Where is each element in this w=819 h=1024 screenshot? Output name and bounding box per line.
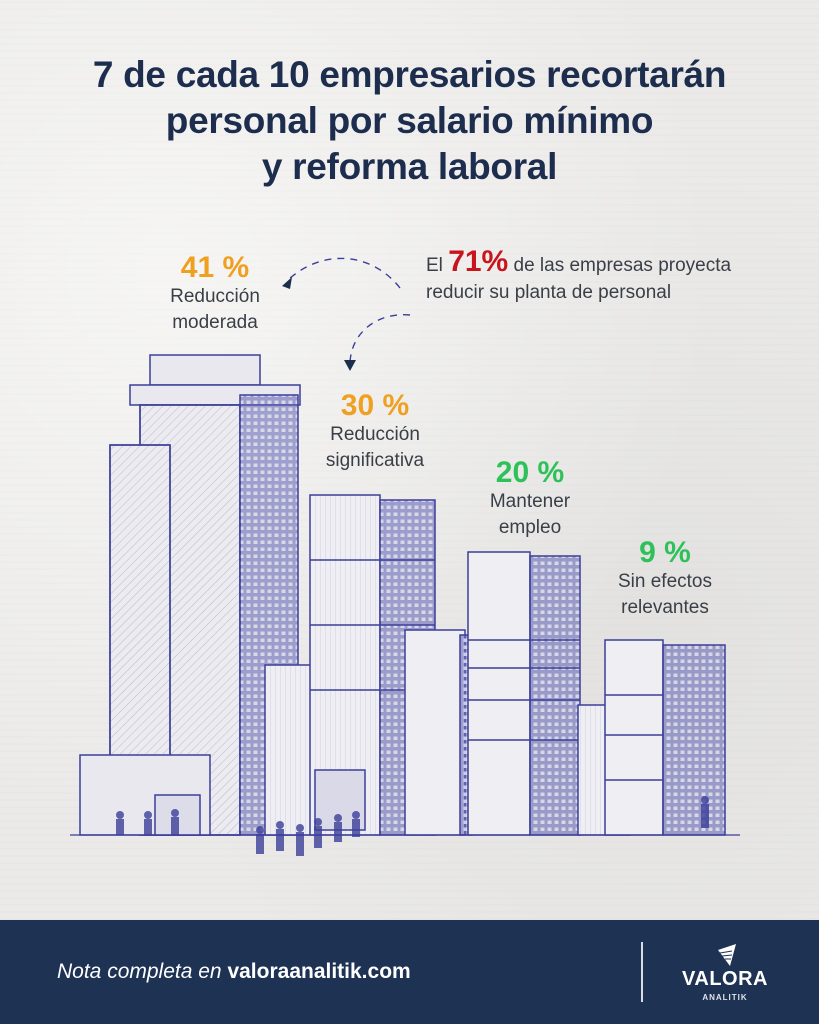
stat-label: Reducción (330, 424, 420, 445)
page-title: 7 de cada 10 empresarios recortarán pers… (0, 52, 819, 190)
stat-label: moderada (172, 312, 258, 333)
footer-note-italic: Nota completa en (57, 960, 222, 983)
title-line-1: 7 de cada 10 empresarios recortarán (92, 54, 727, 95)
dashed-arrows (287, 257, 411, 363)
arrow-head-left-icon (282, 277, 292, 289)
stat-label: significativa (325, 450, 425, 471)
stat-label: relevantes (621, 597, 709, 618)
callout-suffix: de las empresas proyecta (513, 255, 732, 276)
stat-reduccion-moderada: 41 % Reducción moderada (150, 252, 280, 336)
building-tall-left (79, 354, 301, 836)
callout-71-percent: El 71% de las empresas proyecta reducir … (426, 245, 732, 306)
stat-reduccion-significativa: 30 % Reducción significativa (300, 390, 450, 474)
building-right-group (404, 551, 726, 836)
logo-sub: ANALITIK (702, 993, 748, 1002)
valora-logo: VALORA ANALITIK (680, 942, 770, 1008)
stat-value: 41 % (180, 251, 250, 284)
stat-value: 9 % (639, 536, 691, 569)
title-line-3: y reforma laboral (261, 146, 558, 187)
logo-brand: VALORA (682, 968, 768, 990)
footer-note[interactable]: Nota completa en valoraanalitik.com (57, 960, 411, 984)
stat-value: 20 % (495, 456, 565, 489)
stat-value: 30 % (340, 389, 410, 422)
stat-label: Reducción (170, 286, 260, 307)
callout-prefix: El (426, 255, 443, 276)
footer-link[interactable]: valoraanalitik.com (227, 960, 411, 983)
stat-label: Mantener (489, 491, 571, 512)
paper-plane-logo-icon (718, 944, 736, 966)
callout-highlight: 71% (448, 245, 509, 278)
footer-bar: Nota completa en valoraanalitik.com VALO… (0, 920, 819, 1024)
stat-label: empleo (498, 517, 562, 538)
city-buildings-sketch (70, 257, 740, 856)
crowd-people (116, 796, 709, 856)
footer-divider (641, 942, 643, 1002)
title-line-2: personal por salario mínimo (165, 100, 654, 141)
stat-sin-efectos: 9 % Sin efectos relevantes (600, 537, 730, 621)
callout-line-2: reducir su planta de personal (426, 282, 672, 303)
stat-label: Sin efectos (618, 571, 712, 592)
arrow-head-down-icon (344, 360, 356, 371)
stat-mantener-empleo: 20 % Mantener empleo (470, 457, 590, 541)
